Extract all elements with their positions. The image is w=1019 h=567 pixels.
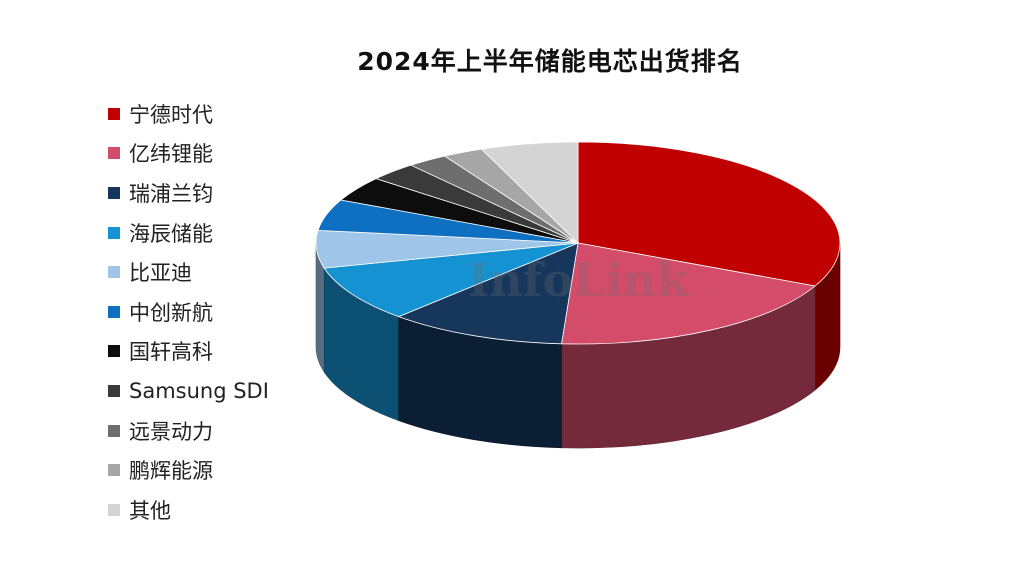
pie-slice [577,141,841,287]
legend-label: Samsung SDI [129,378,269,403]
legend-swatch [108,305,120,318]
pie-top-layer [315,141,841,345]
legend: 宁德时代亿纬锂能瑞浦兰钧海辰储能比亚迪中创新航国轩高科 Samsung SDI 远景… [108,94,269,530]
legend-swatch [108,107,120,120]
legend-swatch [108,147,120,160]
legend-label: 亿纬锂能 [129,142,213,167]
legend-label: 海辰储能 [129,221,213,246]
pie-slice [323,242,579,318]
legend-label: 国轩高科 [129,340,213,365]
pie-slice [561,242,816,345]
legend-item: 海辰储能 [108,213,269,253]
legend-item: 亿纬锂能 [108,134,269,174]
pie-slice [481,141,579,244]
legend-item: 中创新航 [108,292,269,332]
pie-slice [398,242,579,345]
legend-label: 瑞浦兰钧 [129,181,213,206]
legend-swatch [108,464,120,477]
legend-label: 比亚迪 [129,261,192,286]
legend-swatch [108,345,120,358]
legend-label: 其他 [129,498,171,523]
legend-item: 宁德时代 [108,94,269,134]
legend-item: Samsung SDI [108,371,269,411]
legend-label: 远景动力 [129,419,213,444]
legend-swatch [108,226,120,239]
legend-item: 瑞浦兰钧 [108,173,269,213]
watermark: InfoLink [468,253,690,307]
legend-item: 远景动力 [108,411,269,451]
chart-title: 2024年上半年储能电芯出货排名 [357,47,743,76]
legend-swatch [108,424,120,437]
legend-swatch [108,186,120,199]
legend-swatch [108,503,120,516]
legend-swatch [108,266,120,279]
legend-item: 其他 [108,490,269,530]
legend-item: 比亚迪 [108,252,269,292]
legend-item: 鹏辉能源 [108,450,269,490]
legend-item: 国轩高科 [108,332,269,372]
legend-label: 中创新航 [129,300,213,325]
legend-label: 宁德时代 [129,102,213,127]
legend-swatch [108,384,120,397]
legend-label: 鹏辉能源 [129,459,213,484]
pie-depth-layer [315,242,841,449]
